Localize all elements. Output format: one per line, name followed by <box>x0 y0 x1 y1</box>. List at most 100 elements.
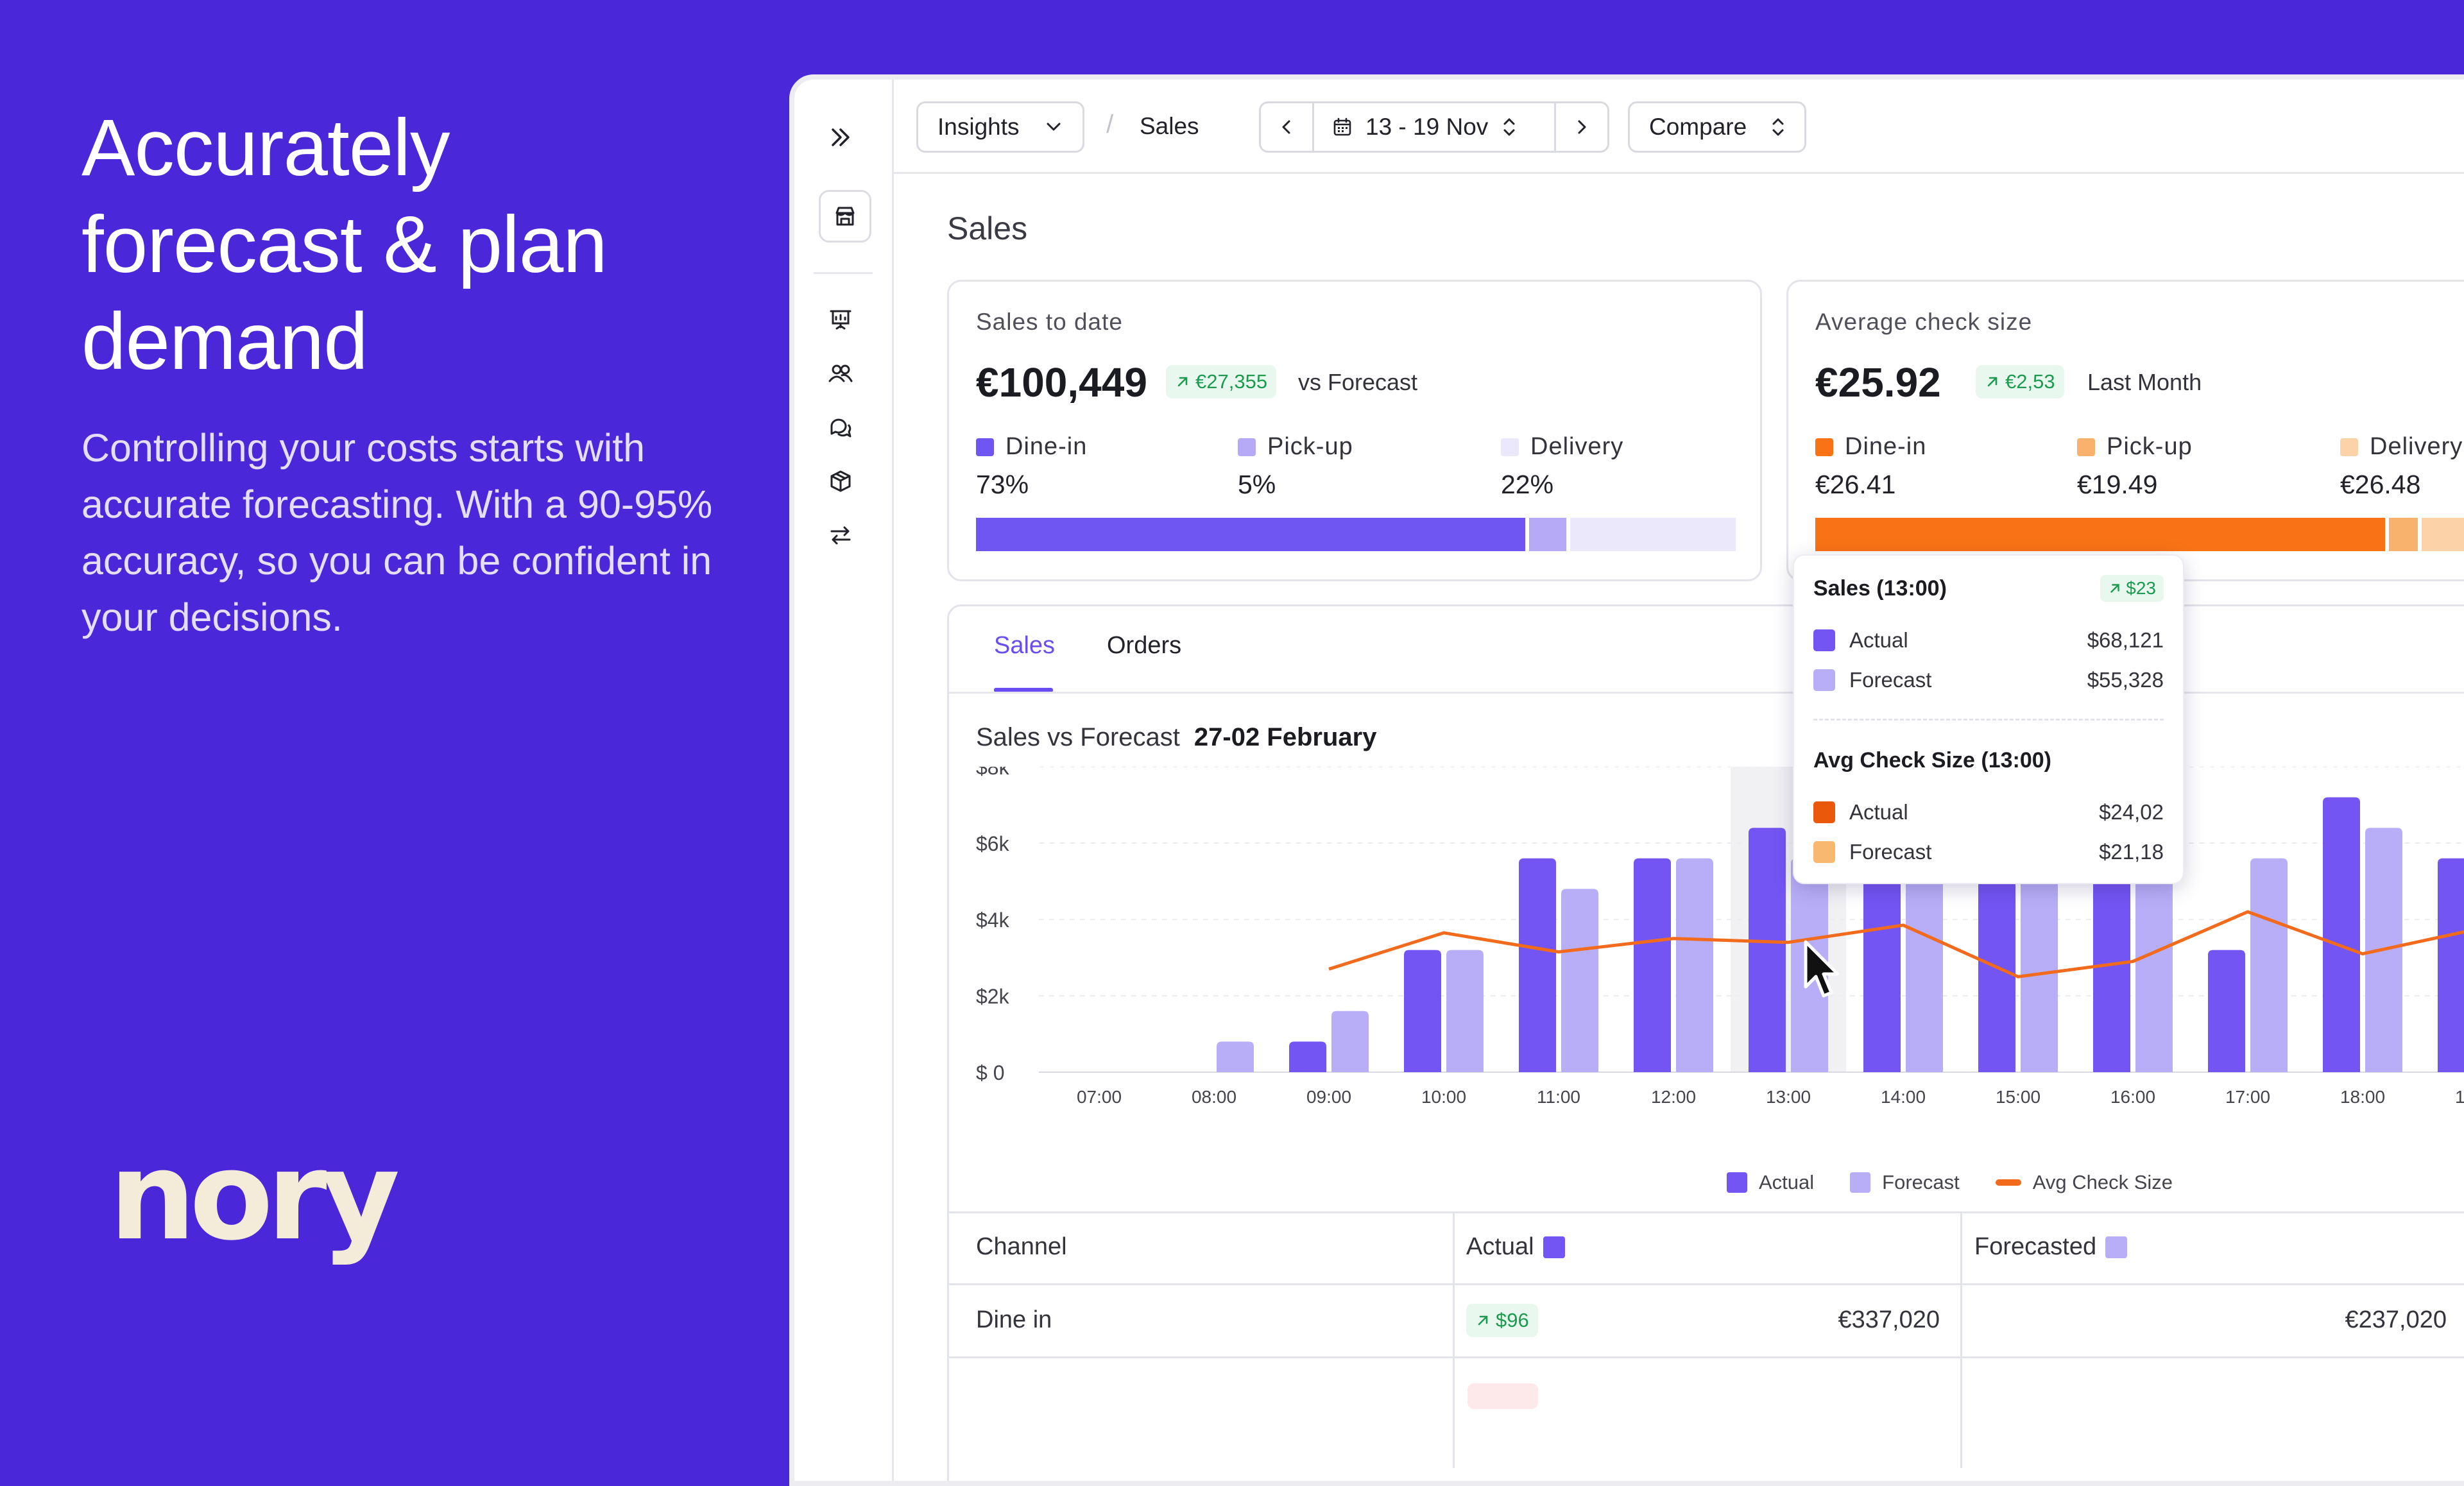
legend-swatch <box>2077 438 2095 456</box>
tooltip-row: Forecast $55,328 <box>1813 667 2164 693</box>
segment-label: Pick-up <box>1267 433 1353 460</box>
expand-icon[interactable] <box>823 119 859 155</box>
delta-badge <box>1467 1383 1538 1409</box>
kpi-label: Average check size <box>1815 309 2033 335</box>
y-tick-label: $ 0 <box>976 1061 1004 1084</box>
legend-label: Forecast <box>1882 1171 1960 1193</box>
page-title: Sales <box>947 210 1028 246</box>
bar-forecast-10:00 <box>1446 950 1484 1072</box>
segment-value: 22% <box>1501 470 1554 499</box>
channel-split-bar <box>976 518 1736 551</box>
tooltip-value: $68,121 <box>2087 628 2164 652</box>
segment-label: Dine-in <box>1845 433 1927 460</box>
bar-forecast-16:00 <box>2135 858 2173 1072</box>
table-cell-channel: Dine in <box>976 1306 1052 1333</box>
legend-label: Avg Check Size <box>2032 1171 2173 1193</box>
legend-swatch <box>2105 1236 2128 1258</box>
arrow-up-right-icon <box>2110 584 2119 593</box>
compare-dropdown[interactable]: Compare <box>1628 101 1806 153</box>
legend-swatch <box>1815 438 1833 456</box>
average-check-card: Average check size €25.92 €2,53 Last Mon… <box>1786 280 2464 581</box>
bar-segment-pick-up <box>2388 518 2418 551</box>
chevron-updown-icon <box>1772 118 1784 136</box>
x-tick-label: 18:00 <box>2340 1087 2385 1107</box>
x-tick-label: 09:00 <box>1306 1087 1351 1107</box>
store-icon[interactable] <box>819 190 871 243</box>
delta-caption: vs Forecast <box>1298 369 1418 395</box>
column-header-actual[interactable]: Actual <box>1466 1233 1565 1261</box>
bar-forecast-17:00 <box>2250 858 2288 1072</box>
column-header-forecasted[interactable]: Forecasted <box>1974 1233 2128 1261</box>
tooltip-value: $21,18 <box>2099 840 2164 864</box>
delta-badge: €27,355 <box>1166 365 1277 398</box>
calendar-icon <box>1333 117 1351 136</box>
app-window: Insights / Sales 13 - 19 Nov Compare Sal… <box>789 74 2464 1486</box>
x-tick-label: 14:00 <box>1881 1087 1926 1107</box>
segment-delivery: Delivery 22% <box>1501 433 1623 500</box>
date-range-button[interactable]: 13 - 19 Nov <box>1314 103 1556 151</box>
legend-label: Actual <box>1759 1171 1815 1193</box>
kpi-value: €25.92 <box>1815 359 1941 406</box>
segment-label: Delivery <box>2370 433 2463 460</box>
segment-label: Delivery <box>1530 433 1624 460</box>
bar-forecast-09:00 <box>1331 1011 1369 1072</box>
tooltip-label: Forecast <box>1849 840 1932 864</box>
bar-segment-delivery <box>2422 518 2464 551</box>
box-icon[interactable] <box>823 463 859 499</box>
users-icon[interactable] <box>823 355 859 391</box>
bar-actual-19:00 <box>2438 858 2464 1072</box>
section-dropdown-label: Insights <box>937 114 1020 140</box>
kpi-label: Sales to date <box>976 309 1123 335</box>
x-tick-label: 11:00 <box>1537 1087 1580 1107</box>
previous-period-button[interactable] <box>1261 103 1314 151</box>
bar-forecast-12:00 <box>1676 858 1713 1072</box>
x-tick-label: 10:00 <box>1421 1087 1466 1107</box>
delta-badge: $23 <box>2100 575 2164 602</box>
y-tick-label: $6k <box>976 832 1010 855</box>
chevron-left-icon <box>1282 120 1290 134</box>
active-tab-indicator <box>994 688 1053 692</box>
next-period-button[interactable] <box>1556 103 1607 151</box>
transfer-icon[interactable] <box>823 517 859 553</box>
segment-delivery: Delivery €26.48 <box>2340 433 2463 500</box>
tooltip-row: Actual $24,02 <box>1813 799 2164 825</box>
tab-sales[interactable]: Sales <box>994 632 1056 659</box>
legend-swatch <box>1813 629 1835 651</box>
tooltip-row: Actual $68,121 <box>1813 628 2164 653</box>
bar-segment-pick-up <box>1528 518 1567 551</box>
tooltip-row: Forecast $21,18 <box>1813 839 2164 865</box>
column-header-channel[interactable]: Channel <box>976 1233 1067 1260</box>
breadcrumb-page[interactable]: Sales <box>1140 113 1199 139</box>
delta-badge: €2,53 <box>1976 365 2064 398</box>
table-divider <box>1453 1211 1455 1468</box>
legend-swatch <box>1238 438 1256 456</box>
compare-label: Compare <box>1649 114 1747 140</box>
bar-actual-09:00 <box>1289 1041 1326 1072</box>
mouse-cursor-icon <box>1804 940 1840 998</box>
y-tick-label: $8k <box>976 767 1010 779</box>
table-divider <box>949 1211 2464 1213</box>
legend-swatch <box>1727 1172 1747 1193</box>
table-cell-actual: €337,020 <box>1838 1306 1940 1333</box>
chevron-updown-icon <box>1503 118 1515 136</box>
bar-segment-dine-in <box>1815 518 2385 551</box>
bar-actual-17:00 <box>2208 950 2245 1072</box>
legend-item-avg-check[interactable]: Avg Check Size <box>1995 1171 2173 1194</box>
segment-dine-in: Dine-in 73% <box>976 433 1087 500</box>
legend-item-forecast[interactable]: Forecast <box>1850 1171 1960 1194</box>
tooltip-sales-title: Sales (13:00) <box>1813 576 1947 601</box>
section-dropdown[interactable]: Insights <box>916 101 1084 153</box>
segment-value: €26.41 <box>1815 470 1896 499</box>
column-header-label: Actual <box>1466 1233 1534 1260</box>
segment-pick-up: Pick-up €19.49 <box>2077 433 2193 500</box>
tooltip-label: Actual <box>1849 800 1908 824</box>
chat-icon[interactable] <box>823 409 859 445</box>
tooltip-value: $24,02 <box>2099 800 2164 824</box>
bar-actual-15:00 <box>1978 858 2015 1072</box>
table-divider <box>949 1356 2464 1358</box>
legend-swatch <box>1813 669 1835 691</box>
presentation-icon[interactable] <box>823 302 859 337</box>
tab-orders[interactable]: Orders <box>1107 632 1182 659</box>
channel-split-bar <box>1815 518 2464 551</box>
legend-item-actual[interactable]: Actual <box>1727 1171 1814 1194</box>
